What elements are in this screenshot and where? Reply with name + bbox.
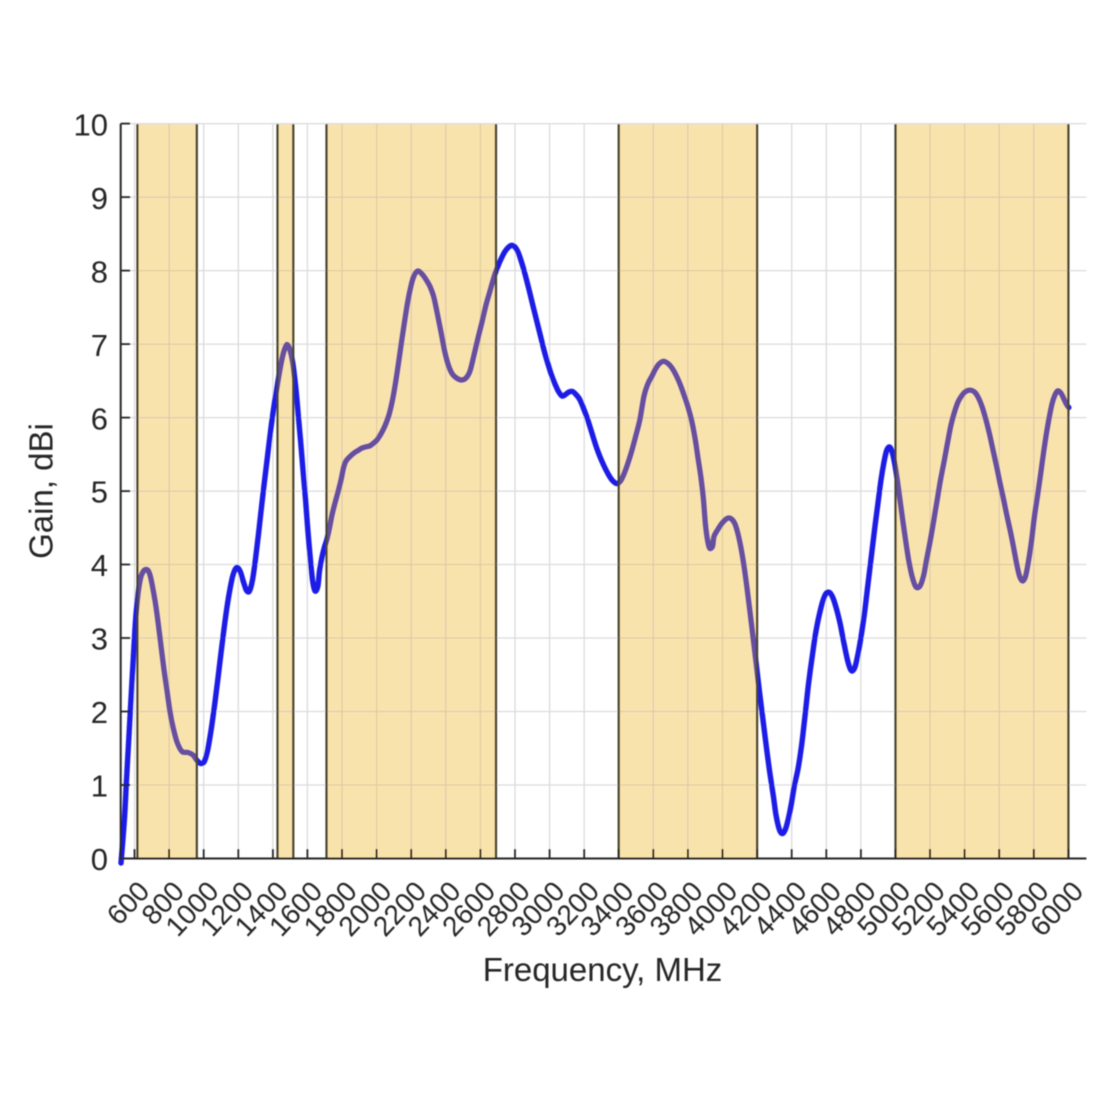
svg-text:3: 3: [91, 622, 108, 657]
svg-text:5: 5: [91, 475, 108, 510]
svg-text:2: 2: [91, 695, 108, 730]
svg-text:4: 4: [91, 548, 108, 583]
svg-text:9: 9: [91, 181, 108, 216]
svg-text:10: 10: [74, 107, 108, 142]
svg-text:1: 1: [91, 769, 108, 804]
svg-text:6: 6: [91, 401, 108, 436]
svg-text:Frequency, MHz: Frequency, MHz: [483, 951, 723, 988]
svg-text:7: 7: [91, 328, 108, 363]
svg-text:0: 0: [91, 842, 108, 877]
svg-text:Gain, dBi: Gain, dBi: [23, 423, 60, 559]
svg-text:8: 8: [91, 254, 108, 289]
